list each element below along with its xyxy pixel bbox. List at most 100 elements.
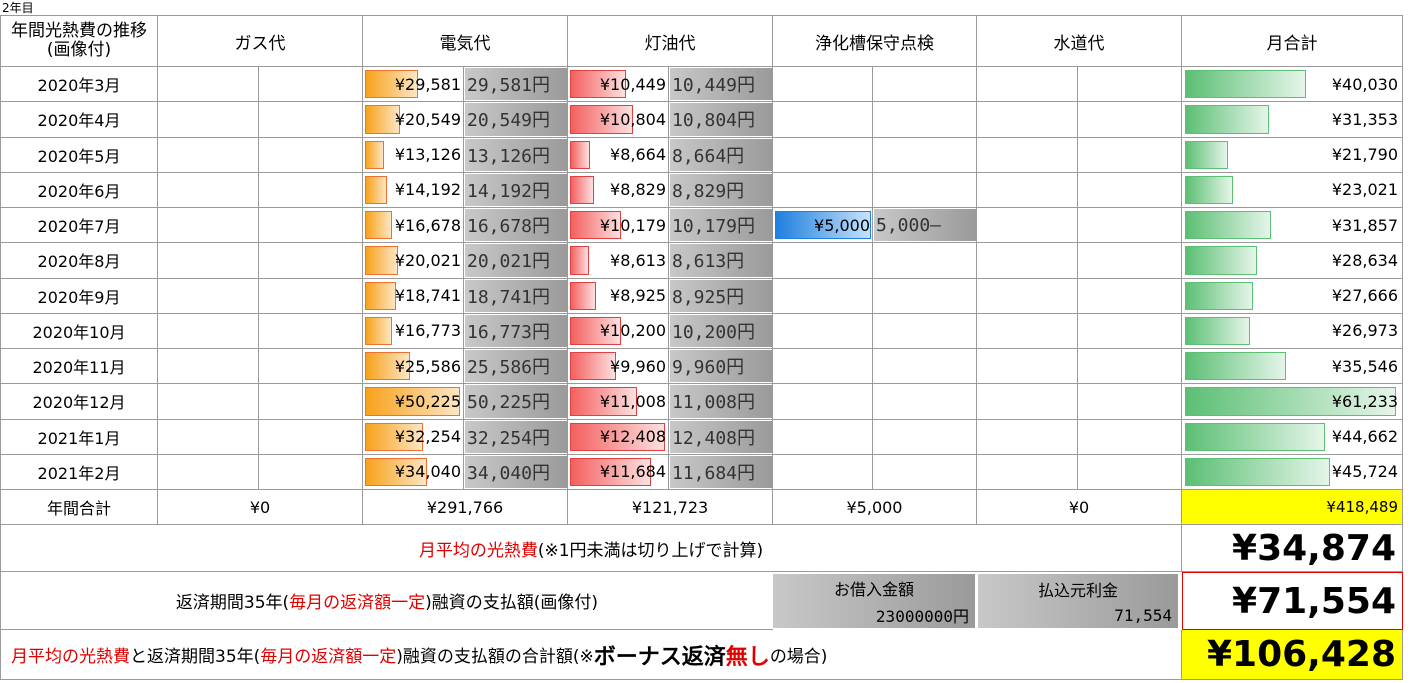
image-cell bbox=[464, 313, 568, 349]
header-title: 年間光熱費の推移(画像付) bbox=[0, 15, 158, 67]
image-cell bbox=[464, 384, 568, 420]
value-cell bbox=[977, 137, 1078, 173]
image-cell bbox=[1078, 313, 1182, 349]
label-segment: )融資の支払額(画像付) bbox=[425, 593, 599, 613]
total-cell: ¥31,353 bbox=[1182, 102, 1403, 138]
value-cell bbox=[773, 278, 873, 314]
image-cell bbox=[464, 172, 568, 208]
value-cell bbox=[158, 243, 259, 279]
value-cell bbox=[158, 384, 259, 420]
data-bar bbox=[1185, 352, 1287, 381]
data-bar bbox=[365, 175, 387, 204]
value-cell bbox=[158, 349, 259, 385]
value-cell bbox=[158, 67, 259, 103]
value: ¥16,773 bbox=[394, 321, 461, 341]
data-bar bbox=[570, 70, 626, 99]
value-cell bbox=[158, 137, 259, 173]
column-header: 水道代 bbox=[977, 15, 1182, 67]
receipt-image: 5,000— bbox=[874, 209, 976, 242]
receipt-image: 11,008円 bbox=[670, 385, 772, 418]
value-cell: ¥50,225 bbox=[363, 384, 464, 420]
value-cell: ¥20,549 bbox=[363, 102, 464, 138]
value: ¥20,021 bbox=[394, 250, 461, 270]
value: ¥8,664 bbox=[610, 145, 666, 165]
image-cell bbox=[1078, 278, 1182, 314]
value-cell bbox=[773, 313, 873, 349]
value-cell: ¥8,613 bbox=[568, 243, 669, 279]
data-bar bbox=[570, 422, 666, 451]
image-cell bbox=[873, 313, 977, 349]
image-cell bbox=[1078, 137, 1182, 173]
value-cell: ¥11,684 bbox=[568, 454, 669, 490]
image-cell bbox=[669, 454, 773, 490]
image-cell bbox=[669, 137, 773, 173]
value: ¥5,000 bbox=[814, 215, 870, 235]
image-cell bbox=[259, 419, 363, 455]
value-cell: ¥13,126 bbox=[363, 137, 464, 173]
value-cell: ¥10,179 bbox=[568, 208, 669, 244]
column-header: ガス代 bbox=[158, 15, 363, 67]
value-cell bbox=[977, 208, 1078, 244]
value-cell bbox=[773, 349, 873, 385]
receipt-image: 20,549円 bbox=[465, 103, 567, 136]
image-cell bbox=[1078, 454, 1182, 490]
value-cell: ¥8,925 bbox=[568, 278, 669, 314]
receipt-image: 34,040円 bbox=[465, 455, 567, 488]
annual-value: ¥0 bbox=[977, 490, 1182, 525]
value-cell bbox=[977, 313, 1078, 349]
month-label: 2020年11月 bbox=[0, 349, 158, 385]
value: ¥8,613 bbox=[610, 250, 666, 270]
data-bar bbox=[570, 140, 591, 169]
value-cell bbox=[158, 172, 259, 208]
value: ¥29,581 bbox=[394, 74, 461, 94]
total-cell: ¥27,666 bbox=[1182, 278, 1403, 314]
value: ¥28,634 bbox=[1331, 250, 1398, 270]
image-cell bbox=[464, 243, 568, 279]
value: ¥27,666 bbox=[1331, 286, 1398, 306]
total-cell: ¥61,233 bbox=[1182, 384, 1403, 420]
value: ¥8,829 bbox=[610, 180, 666, 200]
sheet-label: 2年目 bbox=[2, 1, 34, 15]
image-cell bbox=[1078, 243, 1182, 279]
value: ¥32,254 bbox=[394, 427, 461, 447]
value: ¥34,040 bbox=[394, 462, 461, 482]
value-cell bbox=[977, 102, 1078, 138]
payment-image: 払込元利金 71,554 bbox=[978, 574, 1178, 628]
receipt-image: 9,960円 bbox=[670, 350, 772, 383]
image-cell bbox=[873, 349, 977, 385]
value-cell: ¥11,008 bbox=[568, 384, 669, 420]
annual-value: ¥291,766 bbox=[363, 490, 568, 525]
value-cell bbox=[977, 172, 1078, 208]
month-label: 2020年3月 bbox=[0, 67, 158, 103]
value: ¥21,790 bbox=[1331, 145, 1398, 165]
month-label: 2020年5月 bbox=[0, 137, 158, 173]
label-segment: 月平均の光熱費 bbox=[11, 647, 130, 667]
loan-value: ¥71,554 bbox=[1182, 572, 1403, 630]
data-bar bbox=[775, 211, 871, 240]
receipt-image: 16,678円 bbox=[465, 209, 567, 242]
total-cell: ¥40,030 bbox=[1182, 67, 1403, 103]
receipt-image: 50,225円 bbox=[465, 385, 567, 418]
image-cell bbox=[873, 102, 977, 138]
value: ¥10,200 bbox=[599, 321, 666, 341]
value-cell: ¥8,664 bbox=[568, 137, 669, 173]
month-label: 2020年4月 bbox=[0, 102, 158, 138]
value-cell bbox=[773, 419, 873, 455]
image-cell bbox=[464, 278, 568, 314]
data-bar bbox=[1185, 422, 1326, 451]
value-cell bbox=[977, 454, 1078, 490]
image-cell bbox=[669, 384, 773, 420]
total-cell: ¥45,724 bbox=[1182, 454, 1403, 490]
value-cell: ¥32,254 bbox=[363, 419, 464, 455]
image-cell bbox=[873, 454, 977, 490]
value-cell: ¥16,678 bbox=[363, 208, 464, 244]
data-bar bbox=[570, 175, 594, 204]
receipt-image: 13,126円 bbox=[465, 138, 567, 171]
total-cell: ¥44,662 bbox=[1182, 419, 1403, 455]
receipt-image: 29,581円 bbox=[465, 68, 567, 101]
annual-total: ¥418,489 bbox=[1182, 490, 1403, 525]
receipt-image: 20,021円 bbox=[465, 244, 567, 277]
label-segment: )融資の支払額の合計額(※ bbox=[396, 647, 594, 667]
month-label: 2021年1月 bbox=[0, 419, 158, 455]
